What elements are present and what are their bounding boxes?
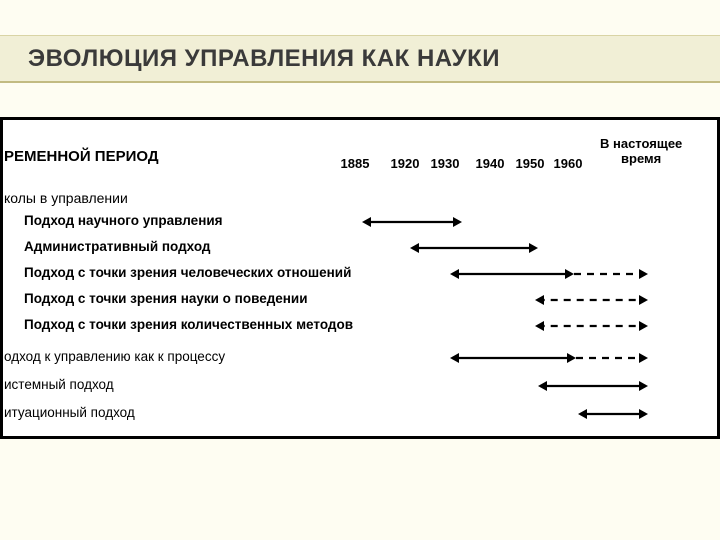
year-label: 1885 [341,156,370,171]
timeline-arrow [450,353,648,363]
approach-label: итуационный подход [4,405,135,420]
timeline-arrow [578,409,648,419]
timeline-arrow [535,295,648,305]
timeline-arrow [410,243,538,253]
approach-label: Подход с точки зрения человеческих отнош… [24,265,351,280]
approach-label: Подход с точки зрения количественных мет… [24,317,353,332]
year-label: 1930 [431,156,460,171]
slide: ЭВОЛЮЦИЯ УПРАВЛЕНИЯ КАК НАУКИ РЕМЕННОЙ П… [0,0,720,540]
approach-label: Подход с точки зрения науки о поведении [24,291,308,306]
approach-label: одход к управлению как к процессу [4,349,225,364]
year-label: 1960 [554,156,583,171]
approach-label: Подход научного управления [24,213,223,228]
year-label: 1920 [391,156,420,171]
approach-label: Административный подход [24,239,210,254]
timeline-arrow [450,269,648,279]
year-label: 1940 [476,156,505,171]
approach-label: истемный подход [4,377,114,392]
timeline-arrow [538,381,648,391]
timeline-arrow [362,217,462,227]
year-label: 1950 [516,156,545,171]
timeline-arrow [535,321,648,331]
